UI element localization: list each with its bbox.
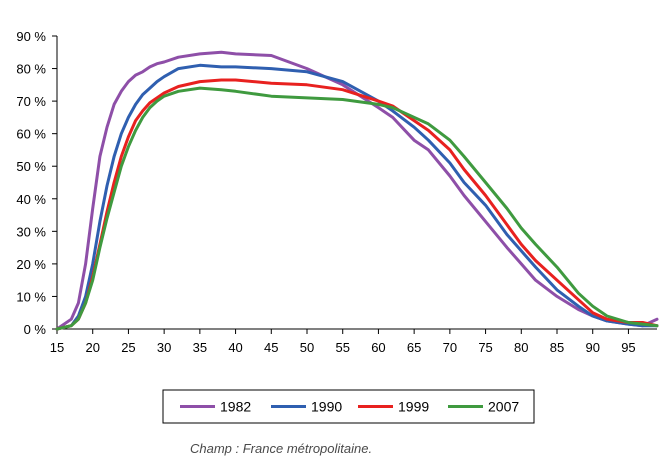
y-tick-label: 90 % — [16, 29, 46, 44]
x-tick-label: 20 — [85, 340, 99, 355]
x-axis-ticks: 15 20 25 30 35 40 45 50 55 60 65 70 75 80 85 90 95 — [50, 329, 636, 355]
y-tick-label: 60 % — [16, 127, 46, 142]
x-tick-label: 80 — [514, 340, 528, 355]
x-tick-label: 70 — [443, 340, 457, 355]
legend-label-1982: 1982 — [220, 399, 251, 415]
series-line-1990 — [55, 63, 659, 331]
y-tick-label: 70 % — [16, 94, 46, 109]
footnote: Champ : France métropolitaine. — [190, 441, 373, 456]
x-tick-label: 25 — [121, 340, 135, 355]
x-tick-label: 85 — [550, 340, 564, 355]
x-tick-label: 55 — [335, 340, 349, 355]
series-line-1982 — [55, 50, 659, 331]
series-line-1999 — [55, 78, 659, 331]
x-tick-label: 30 — [157, 340, 171, 355]
x-tick-label: 15 — [50, 340, 64, 355]
legend-label-2007: 2007 — [488, 399, 519, 415]
y-tick-label: 20 % — [16, 257, 46, 272]
x-tick-label: 45 — [264, 340, 278, 355]
x-tick-label: 40 — [228, 340, 242, 355]
series-line-2007 — [55, 86, 659, 331]
y-tick-label: 0 % — [24, 322, 47, 337]
x-tick-label: 60 — [371, 340, 385, 355]
y-tick-label: 30 % — [16, 224, 46, 239]
y-tick-label: 40 % — [16, 192, 46, 207]
x-tick-label: 90 — [585, 340, 599, 355]
x-tick-label: 35 — [193, 340, 207, 355]
y-tick-label: 50 % — [16, 159, 46, 174]
y-tick-label: 80 % — [16, 62, 46, 77]
series-lines — [55, 50, 659, 331]
x-tick-label: 50 — [300, 340, 314, 355]
y-tick-label: 10 % — [16, 289, 46, 304]
legend-label-1990: 1990 — [311, 399, 342, 415]
axes — [56, 36, 657, 330]
y-axis-ticks: 0 % 10 % 20 % 30 % 40 % 50 % 60 % 70 % 80 % 90 % — [16, 29, 57, 337]
x-tick-label: 65 — [407, 340, 421, 355]
legend: 1982 1990 1999 2007 — [162, 389, 535, 424]
legend-label-1999: 1999 — [398, 399, 429, 415]
x-tick-label: 95 — [621, 340, 635, 355]
x-tick-label: 75 — [478, 340, 492, 355]
